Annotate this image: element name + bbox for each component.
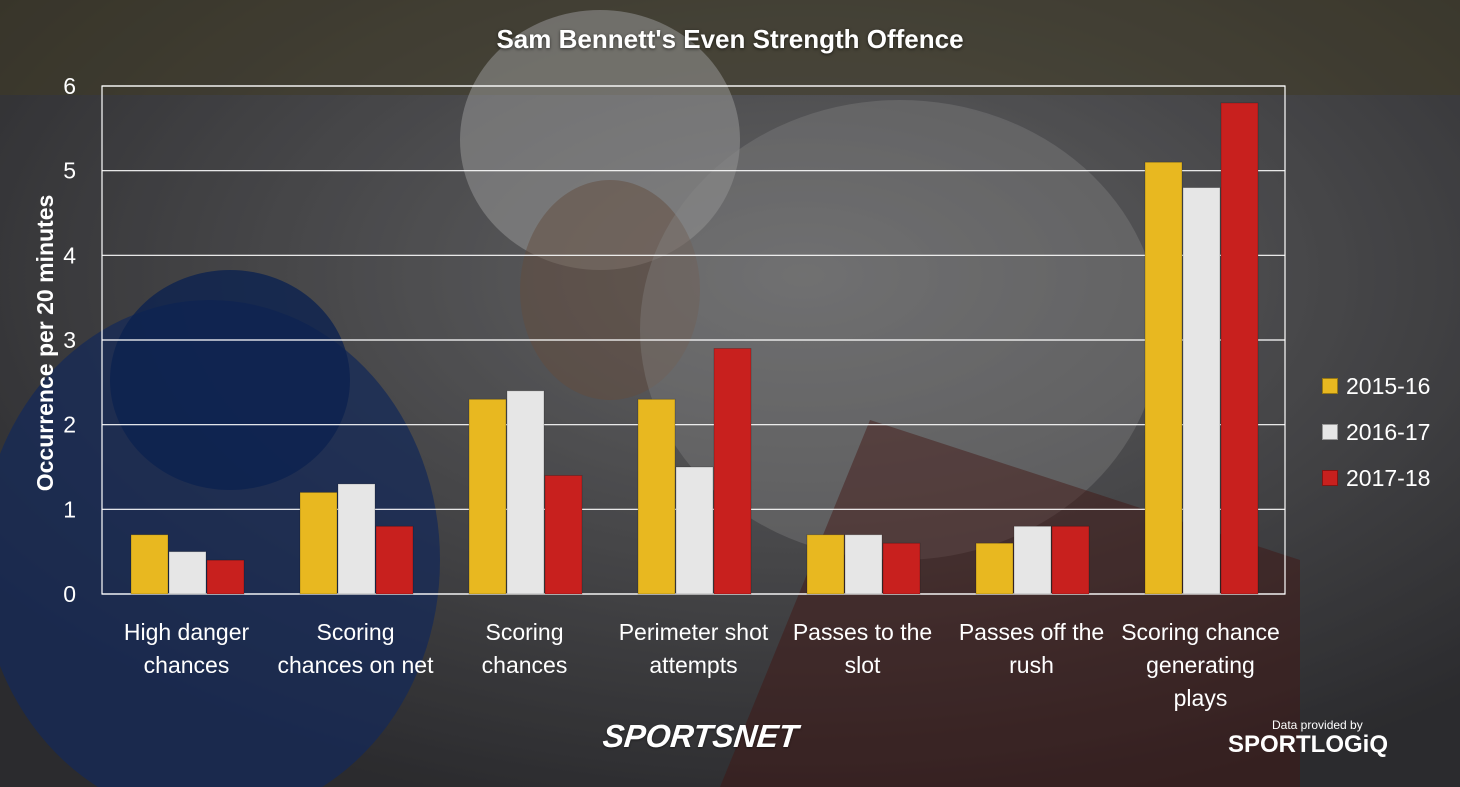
bar-2017-18-2 <box>544 475 583 595</box>
x-tick-label: Scoring chance generating plays <box>1121 619 1280 711</box>
chart-title: Sam Bennett's Even Strength Offence <box>496 24 964 54</box>
x-tick-label-line: Scoring <box>486 619 564 645</box>
legend-swatch <box>1322 424 1338 440</box>
bars <box>130 102 1259 595</box>
y-axis-title: Occurrence per 20 minutes <box>32 195 58 492</box>
x-tick-label-line: Passes to the <box>793 619 932 645</box>
bar-2017-18-1 <box>375 525 414 595</box>
x-tick-label-line: chances on net <box>277 652 434 678</box>
x-tick-label: Scoring chances on net <box>277 619 434 678</box>
x-tick-label-line: Passes off the <box>959 619 1104 645</box>
bar-2016-17-3 <box>675 466 714 595</box>
legend-label: 2016-17 <box>1346 418 1431 445</box>
legend-swatch <box>1322 378 1338 394</box>
y-tick-label: 6 <box>63 73 76 99</box>
x-tick-label-line: chances <box>144 652 230 678</box>
x-tick-label: High danger chances <box>124 619 250 678</box>
x-tick-label-line: slot <box>845 652 881 678</box>
x-tick-label: Scoring chances <box>482 619 568 678</box>
y-tick-label: 0 <box>63 581 76 607</box>
y-tick-label: 1 <box>63 496 76 522</box>
x-tick-label-line: plays <box>1174 685 1228 711</box>
bar-2017-18-6 <box>1220 102 1259 595</box>
x-tick-label-line: rush <box>1009 652 1054 678</box>
x-tick-label-line: attempts <box>649 652 737 678</box>
legend-item: 2017-18 <box>1322 455 1430 501</box>
x-tick-label-line: Perimeter shot <box>619 619 769 645</box>
bar-2015-16-1 <box>299 491 338 595</box>
y-tick-label: 5 <box>63 158 76 184</box>
bar-2015-16-5 <box>975 542 1014 595</box>
legend-label: 2017-18 <box>1346 464 1431 491</box>
legend-item: 2016-17 <box>1322 409 1430 455</box>
x-tick-label: Passes to the slot <box>793 619 932 678</box>
bar-2017-18-5 <box>1051 525 1090 595</box>
x-tick-label-line: Scoring <box>317 619 395 645</box>
y-tick-label: 4 <box>63 242 76 268</box>
legend-item: 2015-16 <box>1322 363 1430 409</box>
x-tick-label-line: High danger <box>124 619 250 645</box>
y-tick-label: 3 <box>63 327 76 353</box>
bar-2016-17-1 <box>337 483 376 595</box>
bar-2017-18-4 <box>882 542 921 595</box>
bar-2016-17-6 <box>1182 187 1221 595</box>
legend-label: 2015-16 <box>1346 372 1431 399</box>
bar-2017-18-3 <box>713 348 752 595</box>
bar-2016-17-0 <box>168 551 207 595</box>
bar-2015-16-0 <box>130 534 169 595</box>
bar-2016-17-5 <box>1013 525 1052 595</box>
x-tick-label: Passes off the rush <box>959 619 1104 678</box>
data-credit: Data provided by <box>1272 718 1363 732</box>
legend: 2015-16 2016-17 2017-18 <box>1322 363 1430 501</box>
axes: 0 1 2 3 4 5 6 Occurrence per 20 minutes High dan… <box>32 73 1280 711</box>
bar-2015-16-3 <box>637 398 676 595</box>
x-tick-label: Perimeter shot attempts <box>619 619 769 678</box>
bar-2016-17-2 <box>506 390 545 595</box>
sportsnet-logo: SPORTSNET <box>601 718 800 754</box>
bar-2015-16-4 <box>806 534 845 595</box>
bar-2017-18-0 <box>206 559 245 595</box>
y-tick-label: 2 <box>63 412 76 438</box>
x-tick-label-line: generating <box>1146 652 1255 678</box>
bar-2015-16-2 <box>468 398 507 595</box>
bar-2016-17-4 <box>844 534 883 595</box>
x-tick-label-line: Scoring chance <box>1121 619 1280 645</box>
sportlogiq-logo: SPORTLOGiQ <box>1228 731 1389 758</box>
x-tick-label-line: chances <box>482 652 568 678</box>
legend-swatch <box>1322 470 1338 486</box>
bar-2015-16-6 <box>1144 161 1183 595</box>
